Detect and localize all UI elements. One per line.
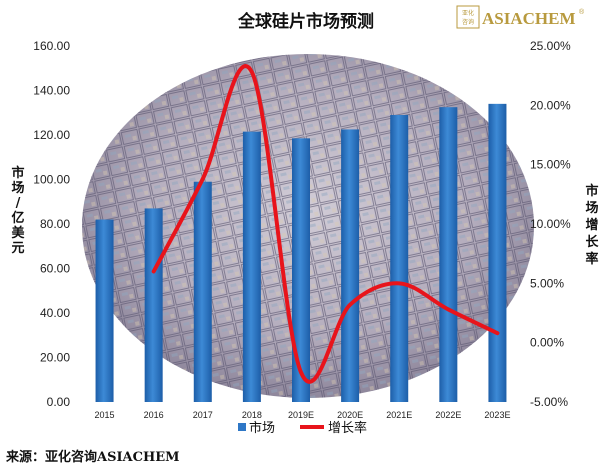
axis-label-char: 率 <box>585 251 598 267</box>
logo-trademark: ® <box>579 8 585 16</box>
axis-label-char: 美 <box>11 225 25 241</box>
x-tick-label: 2015 <box>95 410 115 420</box>
x-tick-label: 2019E <box>288 410 314 420</box>
market-bar <box>341 129 360 402</box>
market-bar <box>439 107 458 402</box>
y-left-tick-label: 140.00 <box>33 84 70 98</box>
x-tick-label: 2022E <box>435 410 461 420</box>
legend-swatch-growth <box>300 425 324 429</box>
axis-label-char: 市 <box>11 165 24 181</box>
y-left-tick-label: 100.00 <box>33 173 70 187</box>
growth-line <box>151 64 500 384</box>
y-right-tick-label: 0.00% <box>530 336 564 350</box>
x-tick-label: 2023E <box>484 410 510 420</box>
legend: 市场 增长率 <box>238 420 367 436</box>
x-tick-label: 2018 <box>242 410 262 420</box>
market-bar <box>242 131 261 402</box>
axis-label-char: 元 <box>11 241 24 256</box>
y-right-tick-label: 5.00% <box>530 276 564 290</box>
axis-label-char: 市 <box>585 183 598 199</box>
market-bars <box>95 103 507 402</box>
market-bar <box>488 103 507 402</box>
x-tick-label: 2020E <box>337 410 363 420</box>
y-right-tick-label: -5.00% <box>530 395 568 409</box>
legend-label-growth: 增长率 <box>328 420 367 436</box>
axis-label-char: / <box>16 196 21 211</box>
market-bar <box>144 208 163 402</box>
x-tick-label: 2016 <box>144 410 164 420</box>
logo-brand: ASIACHEM <box>482 9 576 28</box>
y-left-tick-label: 160.00 <box>33 39 70 53</box>
y-left-tick-label: 80.00 <box>40 217 70 231</box>
chart-title: 全球硅片市场预测 <box>237 11 374 32</box>
asiachem-logo: 亚化 咨询 ASIACHEM ® <box>456 5 585 29</box>
y-right-tick-label: 25.00% <box>530 39 571 53</box>
logo-seal-line-1: 亚化 <box>462 9 474 17</box>
market-bar <box>292 138 310 402</box>
market-bar <box>95 219 114 402</box>
y-left-tick-label: 120.00 <box>33 128 70 142</box>
y-left-tick-label: 60.00 <box>40 262 70 276</box>
y-right-tick-label: 10.00% <box>530 217 571 231</box>
y-right-tick-label: 15.00% <box>530 158 571 172</box>
market-bar <box>193 181 212 402</box>
x-tick-label: 2017 <box>193 410 213 420</box>
legend-swatch-market <box>238 423 246 431</box>
market-bar <box>390 114 409 402</box>
axis-label-char: 增 <box>585 217 598 233</box>
axis-label-char: 亿 <box>11 210 24 226</box>
market-forecast-chart: 全球硅片市场预测 亚化 咨询 ASIACHEM ® 0.00 20.00 40.00… <box>11 5 599 436</box>
y-axis-left-label: 市场/亿美元 <box>11 165 25 256</box>
axis-label-char: 场 <box>585 201 598 216</box>
source-note: 来源：亚化咨询ASIACHEM <box>6 450 180 465</box>
growth-rate-line <box>151 64 500 384</box>
y-left-tick-label: 0.00 <box>47 395 71 409</box>
x-tick-label: 2021E <box>386 410 412 420</box>
y-left-tick-label: 20.00 <box>40 351 70 365</box>
axis-label-char: 场 <box>11 181 24 196</box>
logo-seal-line-2: 咨询 <box>462 18 474 26</box>
legend-label-market: 市场 <box>249 420 275 436</box>
axis-label-char: 长 <box>585 234 599 250</box>
y-left-tick-label: 40.00 <box>40 306 70 320</box>
y-right-tick-label: 20.00% <box>530 98 571 112</box>
